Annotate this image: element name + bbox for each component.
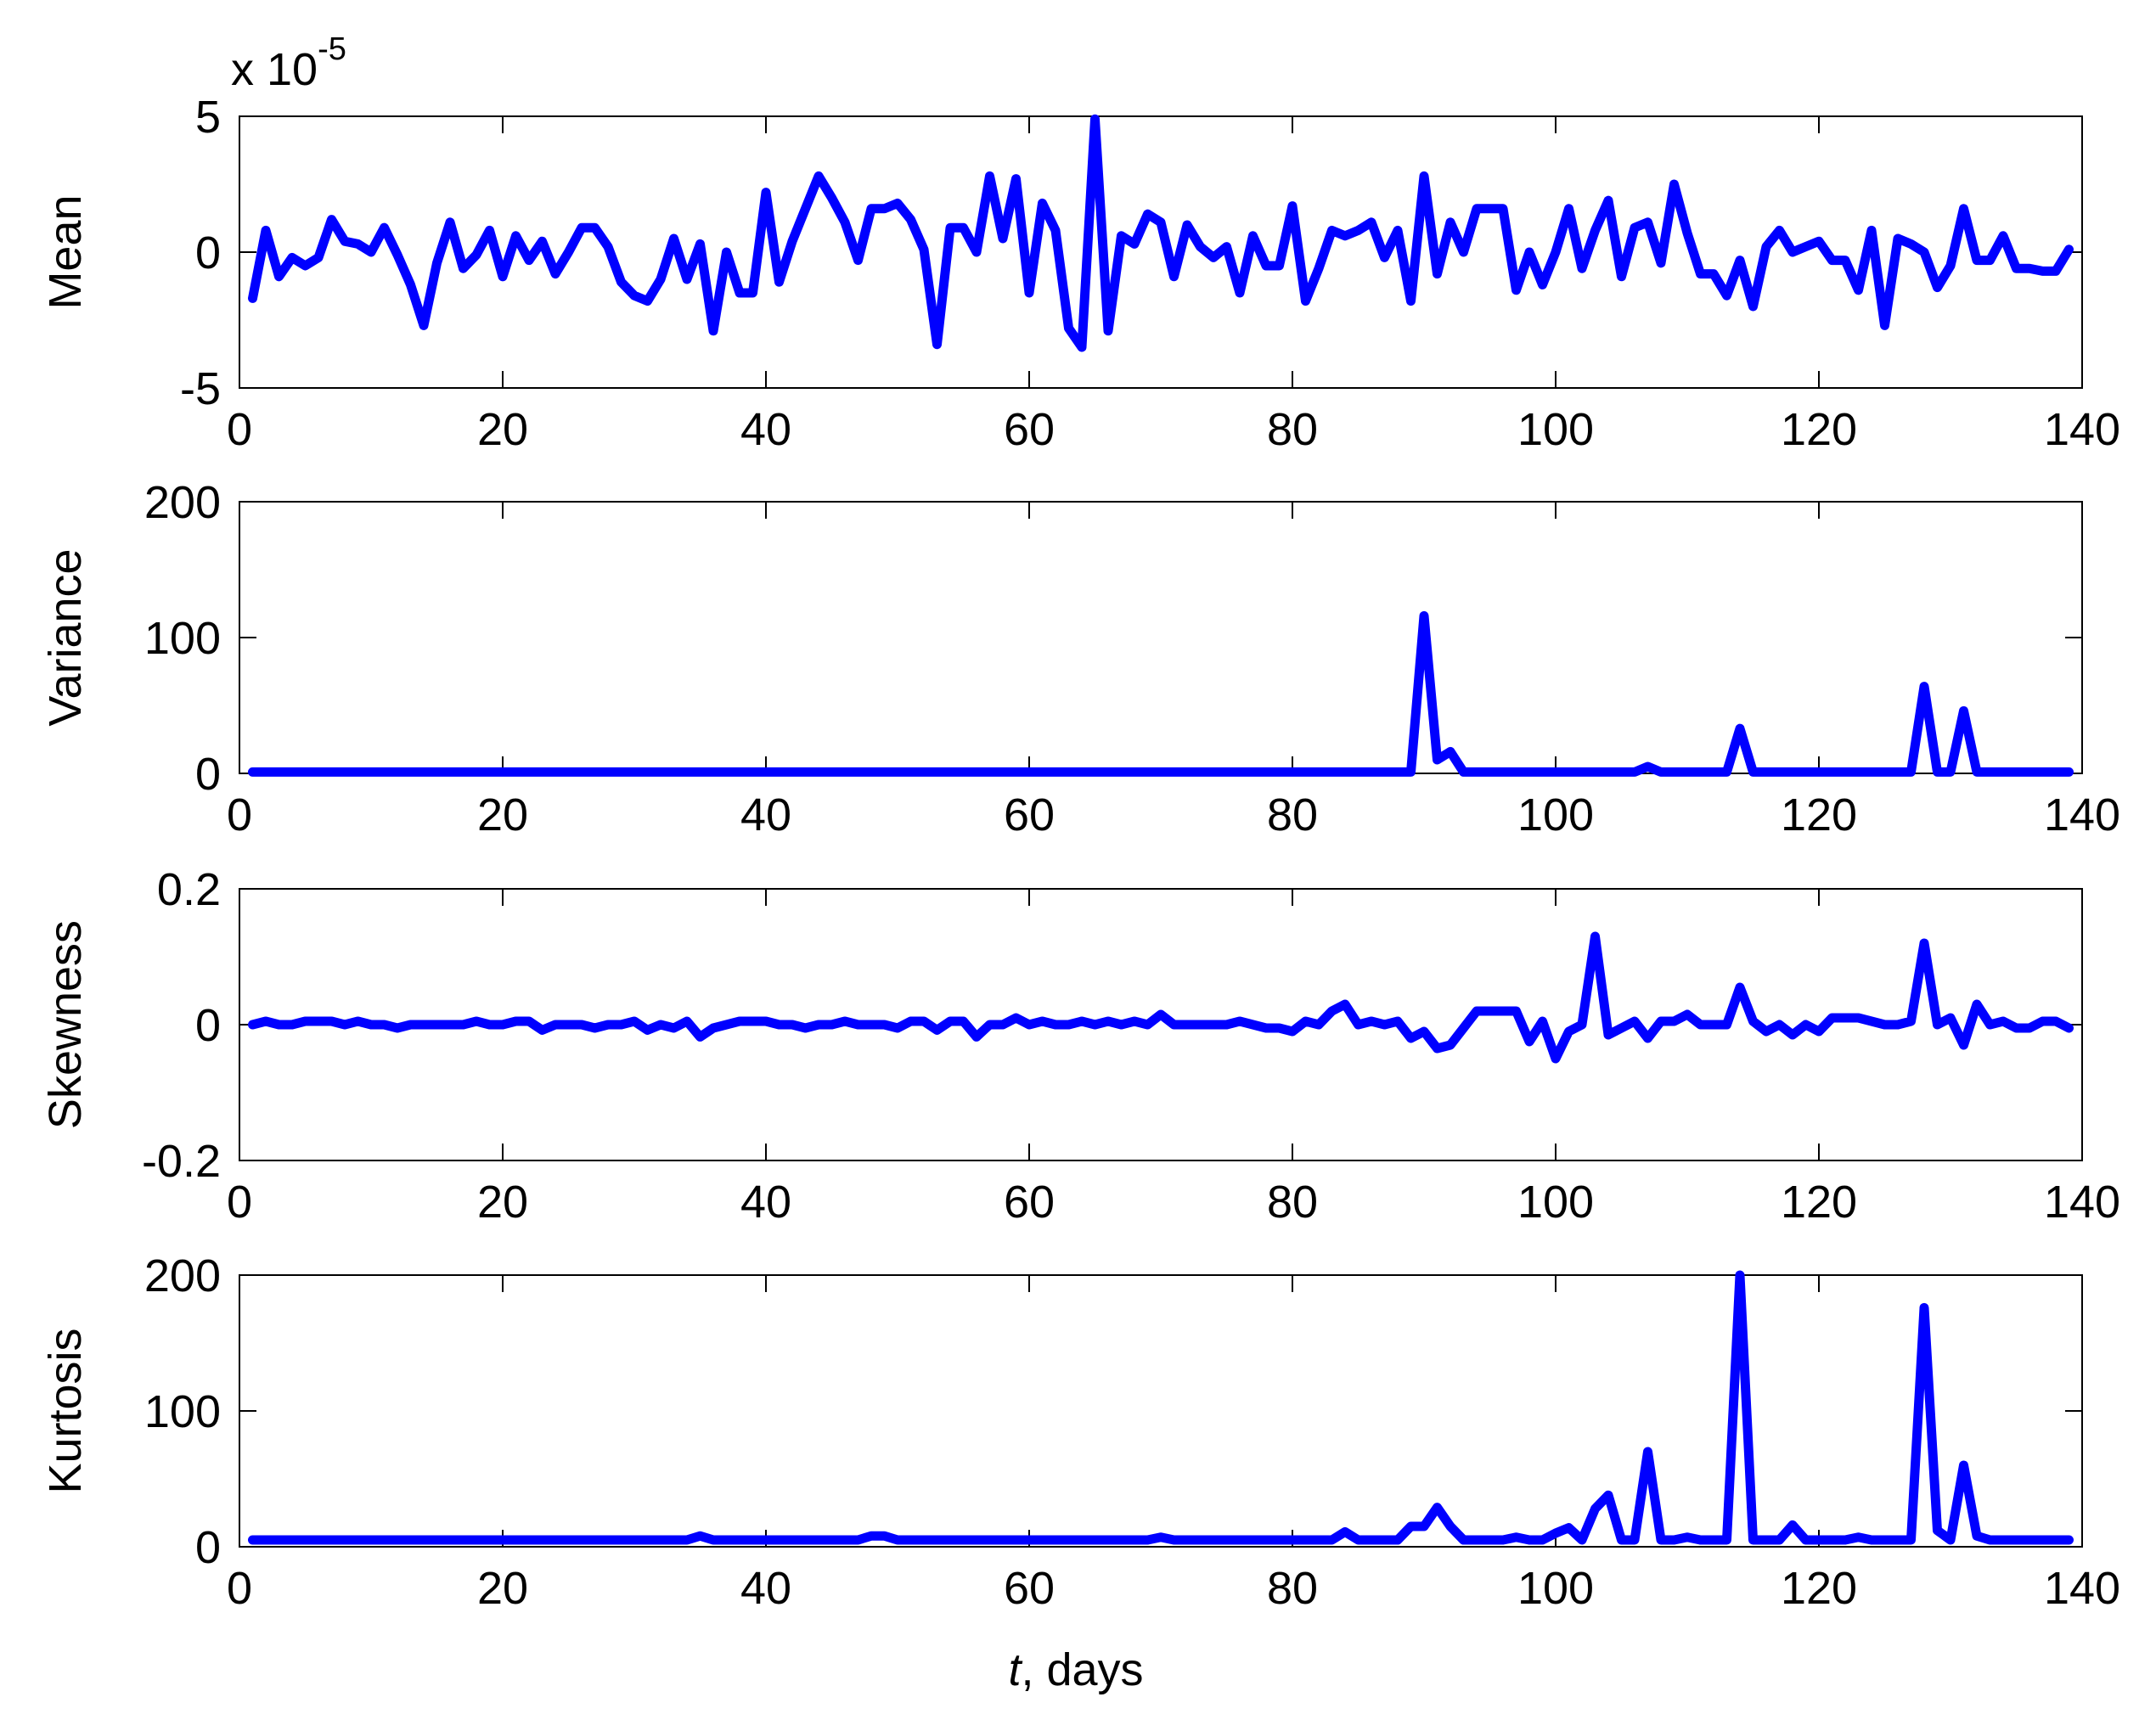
mean-y-tick-label: 5	[195, 92, 221, 143]
mean-x-tick-label: 140	[2044, 404, 2120, 455]
skewness-x-tick-label: 140	[2044, 1177, 2120, 1228]
kurtosis-x-tick-label: 120	[1781, 1563, 1857, 1614]
skewness-y-tick-label: 0.2	[157, 864, 221, 915]
skewness-x-tick-label: 120	[1781, 1177, 1857, 1228]
variance-x-tick-label: 80	[1267, 790, 1318, 840]
kurtosis-panel: 0 20 40 60 80 100 120 140 0 100 200 Kurtosis	[40, 1250, 2120, 1614]
skewness-series-line	[248, 931, 2074, 1064]
mean-series-line	[248, 114, 2074, 352]
mean-x-tick-label: 100	[1517, 404, 1594, 455]
kurtosis-series-line	[248, 1270, 2074, 1545]
mean-y-axis-label: Mean	[40, 194, 91, 309]
kurtosis-y-axis-label: Kurtosis	[40, 1328, 91, 1493]
variance-x-tick-label: 100	[1517, 790, 1594, 840]
kurtosis-x-tick-label: 20	[477, 1563, 528, 1614]
mean-x-tick-label: 20	[477, 404, 528, 455]
skewness-y-tick-label: -0.2	[142, 1136, 221, 1187]
variance-y-axis-label: Variance	[40, 548, 91, 726]
skewness-x-tick-label: 40	[740, 1177, 791, 1228]
mean-x-tick-label: 60	[1004, 404, 1055, 455]
variance-x-tick-label: 60	[1004, 790, 1055, 840]
kurtosis-x-tick-label: 80	[1267, 1563, 1318, 1614]
kurtosis-y-tick-label: 0	[195, 1522, 221, 1573]
skewness-x-tick-label: 80	[1267, 1177, 1318, 1228]
kurtosis-y-tick-label: 100	[144, 1386, 221, 1437]
variance-x-tick-label: 140	[2044, 790, 2120, 840]
mean-scale-exponent: -5	[318, 31, 346, 67]
kurtosis-y-tick-label: 200	[144, 1250, 221, 1301]
mean-x-tick-label: 80	[1267, 404, 1318, 455]
variance-y-tick-label: 200	[144, 477, 221, 528]
kurtosis-x-tick-label: 40	[740, 1563, 791, 1614]
variance-y-tick-label: 0	[195, 749, 221, 800]
skewness-x-tick-label: 0	[227, 1177, 252, 1228]
kurtosis-x-tick-label: 60	[1004, 1563, 1055, 1614]
variance-series-line	[248, 610, 2074, 777]
kurtosis-x-tick-label: 140	[2044, 1563, 2120, 1614]
variance-panel: 0 20 40 60 80 100 120 140 0 100 200 Variance	[40, 477, 2120, 840]
x-axis-label: t, days	[1008, 1644, 1143, 1695]
variance-x-tick-label: 120	[1781, 790, 1857, 840]
mean-y-tick-label: 0	[195, 228, 221, 278]
variance-x-tick-label: 0	[227, 790, 252, 840]
mean-scale-factor: x 10-5	[231, 31, 346, 95]
mean-x-tick-label: 0	[227, 404, 252, 455]
mean-x-tick-label: 120	[1781, 404, 1857, 455]
kurtosis-x-tick-label: 100	[1517, 1563, 1594, 1614]
variance-x-tick-label: 20	[477, 790, 528, 840]
mean-x-tick-label: 40	[740, 404, 791, 455]
variance-x-tick-label: 40	[740, 790, 791, 840]
skewness-x-tick-label: 100	[1517, 1177, 1594, 1228]
mean-y-tick-label: -5	[180, 363, 221, 414]
skewness-y-axis-label: Skewness	[40, 920, 91, 1129]
skewness-x-tick-label: 60	[1004, 1177, 1055, 1228]
skewness-y-tick-label: 0	[195, 1000, 221, 1051]
skewness-x-tick-label: 20	[477, 1177, 528, 1228]
kurtosis-x-tick-label: 0	[227, 1563, 252, 1614]
variance-y-tick-label: 100	[144, 613, 221, 664]
